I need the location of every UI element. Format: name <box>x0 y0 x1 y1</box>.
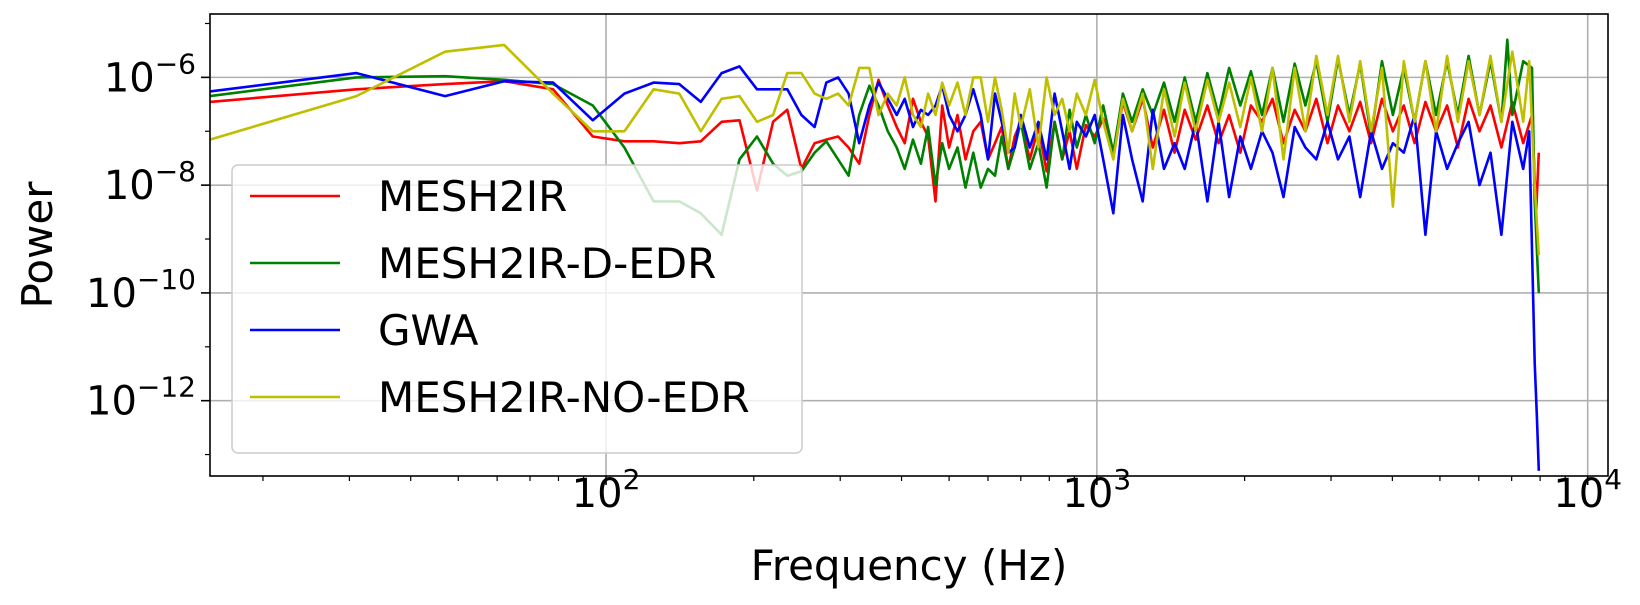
axis-ticks <box>201 22 1589 485</box>
series-line-mesh2ir-d-edr <box>210 38 1541 293</box>
y-tick-label: 10−8 <box>104 155 196 209</box>
y-axis-label: Power <box>13 181 62 309</box>
legend-label: MESH2IR <box>378 172 567 221</box>
x-axis-label: Frequency (Hz) <box>751 541 1068 590</box>
y-tick-labels: 10−6 10−8 10−10 10−12 <box>86 47 196 424</box>
y-tick-label: 10−10 <box>86 263 196 317</box>
x-tick-label: 103 <box>1062 463 1131 517</box>
x-tick-label: 102 <box>572 463 641 517</box>
y-tick-label: 10−6 <box>104 47 196 101</box>
x-tick-labels: 102 103 104 <box>572 463 1622 517</box>
series-lines <box>210 38 1541 471</box>
legend-label: MESH2IR-NO-EDR <box>378 373 750 422</box>
legend: MESH2IR MESH2IR-D-EDR GWA MESH2IR-NO-EDR <box>231 164 803 454</box>
legend-box <box>231 164 803 454</box>
legend-label: GWA <box>378 306 479 355</box>
series-line-mesh2ir-no-edr <box>210 43 1541 256</box>
y-tick-label: 10−12 <box>86 371 196 425</box>
x-tick-label: 104 <box>1553 463 1622 517</box>
plot-frame <box>209 13 1609 477</box>
legend-label: MESH2IR-D-EDR <box>378 239 716 288</box>
